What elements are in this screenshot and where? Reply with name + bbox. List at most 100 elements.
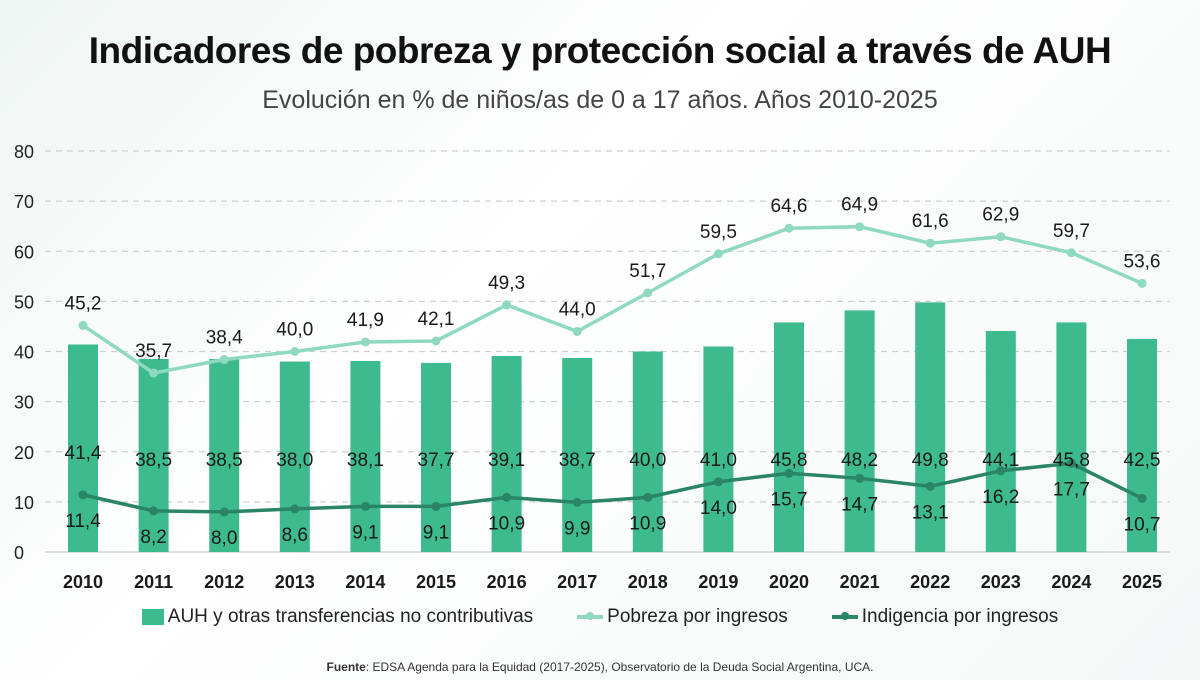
y-tick-label: 0: [14, 543, 24, 563]
bar: [350, 361, 381, 552]
pobreza-data-label: 62,9: [982, 205, 1019, 226]
bar-data-label: 42,5: [1124, 450, 1161, 471]
indigencia-data-label: 8,0: [211, 528, 237, 549]
pobreza-data-label: 59,5: [700, 222, 737, 243]
indigencia-point: [502, 492, 512, 502]
indigencia-point: [219, 507, 229, 517]
legend-line-pobreza: [577, 612, 604, 620]
pobreza-data-label: 64,6: [771, 196, 808, 217]
indigencia-data-label: 9,1: [352, 522, 378, 543]
pobreza-point: [149, 368, 159, 378]
bar-data-label: 38,0: [276, 450, 313, 471]
bar-data-label: 40,0: [629, 450, 666, 471]
indigencia-data-label: 9,9: [564, 518, 590, 539]
pobreza-point: [996, 232, 1006, 242]
legend-label: Indigencia por ingresos: [861, 606, 1059, 627]
bar-data-label: 45,8: [1053, 450, 1090, 471]
bar-data-label: 38,5: [206, 450, 243, 471]
x-tick-label: 2014: [345, 572, 385, 592]
pobreza-line: [82, 224, 1143, 375]
chart-title: Indicadores de pobreza y protección soci…: [88, 30, 1112, 71]
x-tick-label: 2021: [840, 572, 880, 592]
bar-data-label: 37,7: [418, 450, 455, 471]
indigencia-data-label: 13,1: [912, 502, 949, 523]
indigencia-point: [572, 497, 582, 507]
bar-data-label: 38,1: [347, 450, 384, 471]
x-tick-label: 2011: [134, 572, 173, 592]
bar: [774, 322, 804, 552]
y-tick-label: 70: [14, 192, 34, 212]
legend-item-auh: AUH y otras transferencias no contributi…: [141, 606, 533, 628]
pobreza-point: [713, 249, 723, 259]
indigencia-point: [1066, 458, 1076, 468]
x-tick-label: 2017: [557, 572, 597, 592]
source-label: Fuente: [326, 660, 366, 674]
pobreza-point: [643, 288, 653, 298]
pobreza-data-label: 40,0: [276, 320, 313, 341]
bar-data-label: 38,5: [135, 450, 172, 471]
pobreza-point: [78, 320, 88, 330]
bar: [844, 310, 875, 552]
bar-data-label: 38,7: [559, 450, 596, 471]
indigencia-point: [360, 501, 370, 511]
x-tick-label: 2018: [628, 572, 668, 592]
legend-item-indigencia: Indigencia por ingresos: [831, 606, 1059, 628]
pobreza-point: [431, 336, 441, 346]
y-tick-label: 30: [14, 393, 34, 413]
bar: [209, 359, 240, 552]
pobreza-data-label: 38,4: [206, 328, 243, 349]
bar: [279, 361, 310, 552]
bar: [68, 344, 98, 552]
pobreza-data-label: 49,3: [488, 273, 525, 294]
x-tick-label: 2015: [416, 572, 456, 592]
pobreza-data-label: 41,9: [347, 310, 384, 331]
bar-data-label: 48,2: [841, 450, 878, 471]
x-tick-label: 2012: [204, 572, 244, 592]
indigencia-data-label: 11,4: [65, 511, 101, 532]
bar-data-label: 49,8: [912, 450, 949, 471]
indigencia-point: [78, 490, 88, 500]
indigencia-data-label: 10,9: [629, 513, 666, 534]
indigencia-point: [996, 466, 1006, 476]
pobreza-point: [290, 347, 300, 356]
pobreza-data-label: 44,0: [559, 299, 596, 320]
indigencia-data-label: 17,7: [1053, 479, 1090, 500]
x-tick-label: 2019: [698, 572, 738, 592]
pobreza-point: [1066, 248, 1076, 258]
bar: [421, 363, 451, 552]
indigencia-point: [149, 506, 159, 516]
legend: AUH y otras transferencias no contributi…: [0, 606, 1200, 628]
pobreza-data-label: 59,7: [1053, 221, 1090, 242]
indigencia-data-label: 10,9: [488, 513, 525, 534]
bar-data-label: 39,1: [488, 450, 525, 471]
bar-data-label: 44,1: [982, 450, 1019, 471]
pobreza-data-label: 64,9: [841, 195, 878, 216]
legend-item-pobreza: Pobreza por ingresos: [577, 606, 788, 628]
pobreza-point: [502, 300, 512, 310]
bar: [985, 330, 1016, 552]
y-tick-label: 40: [14, 343, 34, 363]
pobreza-point: [925, 238, 935, 248]
pobreza-point: [219, 355, 229, 365]
bar: [491, 356, 522, 552]
indigencia-data-label: 14,7: [841, 494, 878, 515]
x-tick-label: 2013: [275, 572, 315, 592]
indigencia-point: [713, 477, 723, 487]
indigencia-data-label: 16,2: [982, 487, 1019, 508]
indigencia-point: [643, 492, 653, 502]
x-tick-label: 2010: [63, 572, 103, 592]
indigencia-point: [431, 501, 441, 511]
legend-swatch-auh: [141, 609, 164, 625]
pobreza-point: [1137, 278, 1147, 288]
pobreza-point: [572, 326, 582, 336]
y-tick-label: 50: [14, 292, 34, 312]
y-tick-label: 20: [14, 443, 34, 463]
x-tick-label: 2023: [981, 572, 1021, 592]
indigencia-data-label: 8,2: [140, 527, 166, 548]
indigencia-data-label: 9,1: [423, 522, 449, 543]
source-text: : EDSA Agenda para la Equidad (2017-2025…: [365, 660, 874, 674]
indigencia-point: [855, 473, 865, 483]
indigencia-data-label: 15,7: [771, 489, 808, 510]
pobreza-point: [855, 222, 865, 232]
